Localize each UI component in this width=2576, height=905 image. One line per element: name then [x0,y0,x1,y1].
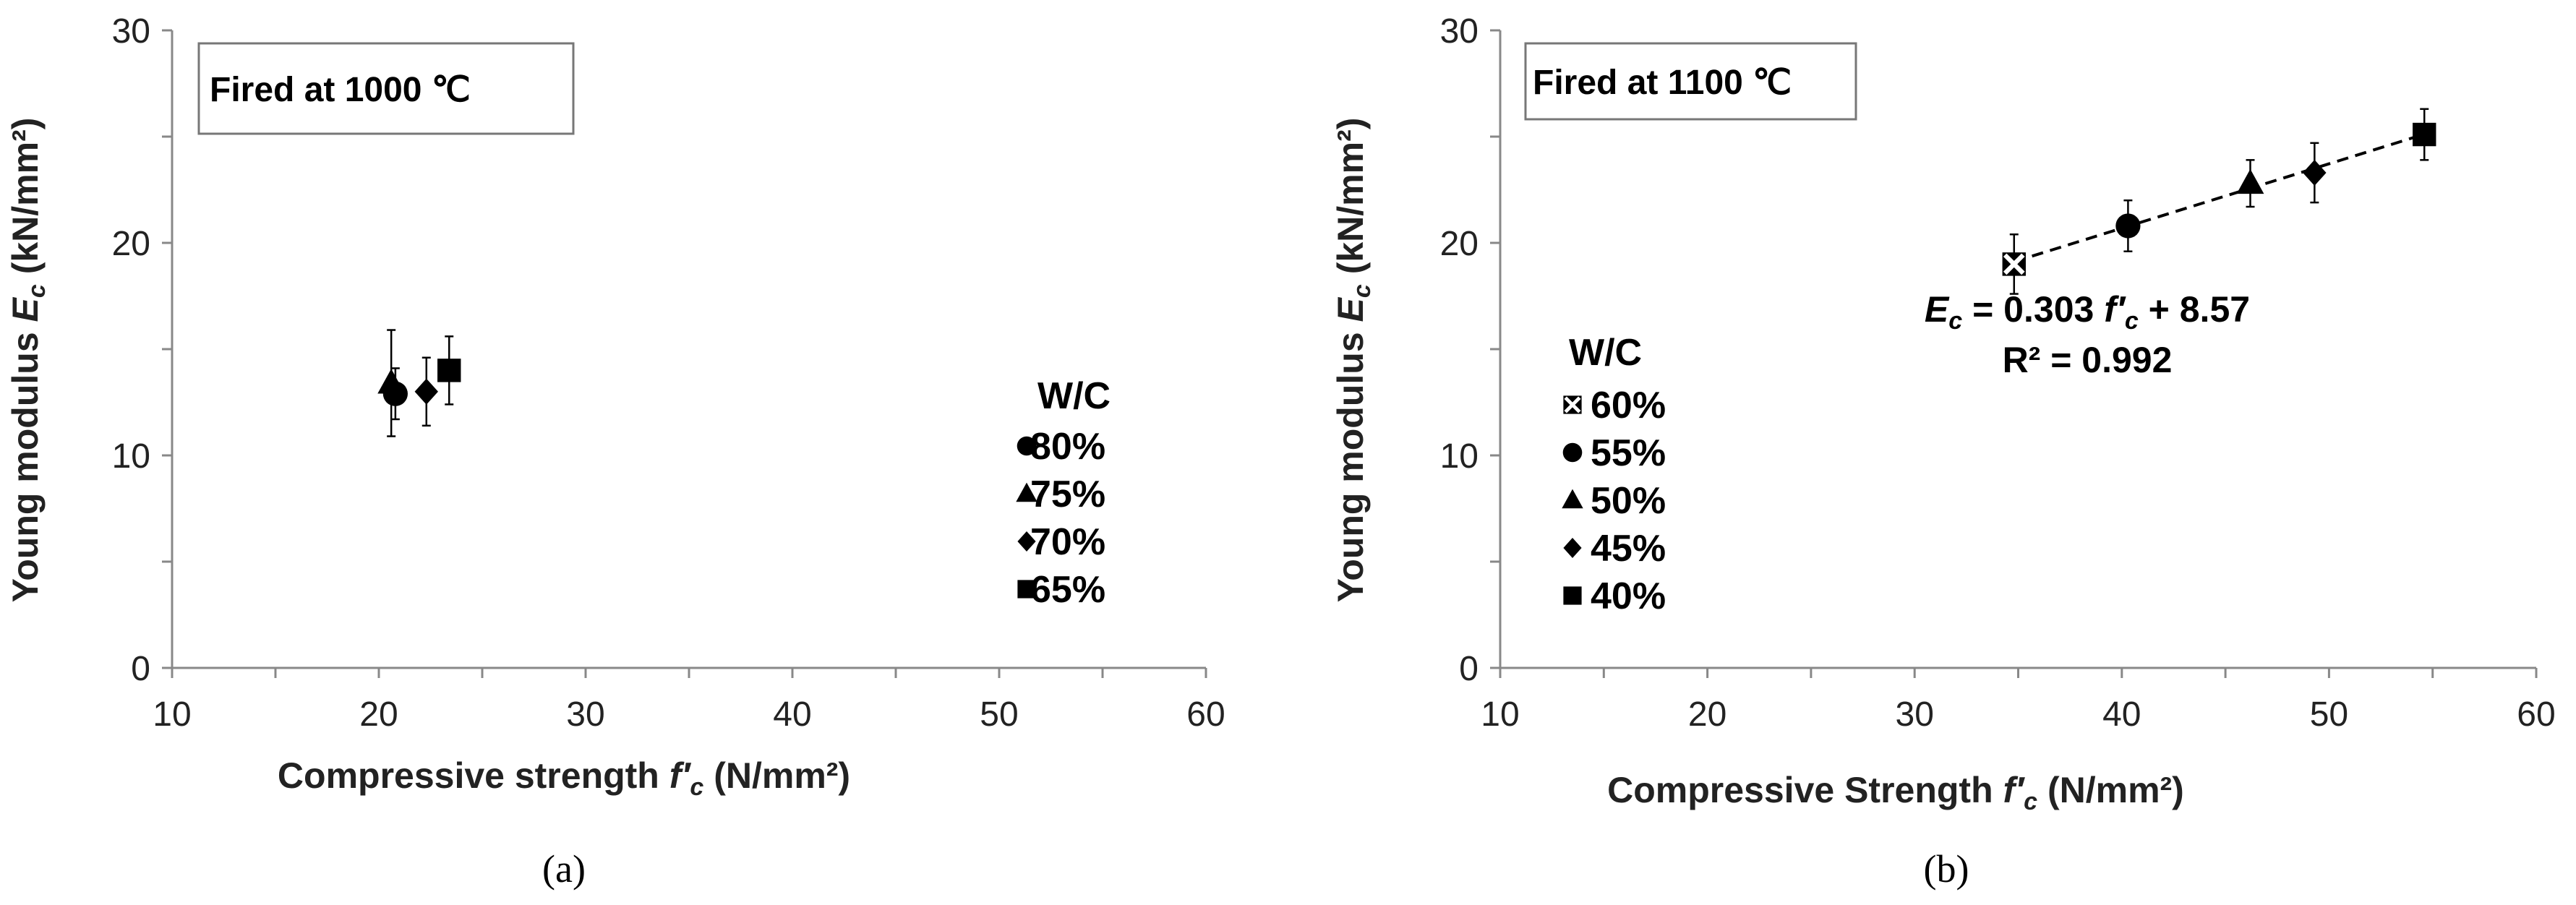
panel-a-x-tick-label: 20 [359,695,398,734]
panel-a-marks [377,329,461,437]
panel-a-x-tick-label: 50 [980,695,1018,734]
panel-a-x-tick-label: 40 [773,695,811,734]
panel-a-y-tick-label: 10 [112,437,150,476]
panel-b-x-tick-label: 30 [1896,695,1934,734]
panel-a-point-70pct [414,356,438,427]
panel-b-condition-label: Fired at 1100 ℃ [1533,64,1792,102]
panel-b-trendline [2014,132,2425,263]
square-marker [2413,122,2436,147]
panel-b-point-40pct [2413,108,2436,161]
panel-a-legend-label: 80% [1030,426,1105,468]
panel-a-y-tick-label: 20 [112,225,150,263]
panel-b-legend-label: 50% [1591,480,1666,522]
square-marker [437,359,461,382]
panel-b-legend-label: 45% [1591,528,1666,570]
legend-diamond-icon [1563,538,1582,558]
panel-b-trendline [2014,132,2425,263]
panel-b-x-tick-label: 20 [1688,695,1726,734]
panel-b-x-axis-label: Compressive Strength f′c (N/mm²) [1607,770,2184,815]
panel-b-legend-label: 40% [1591,575,1666,617]
panel-a-x-tick-label: 60 [1186,695,1225,734]
panel-a-point-65pct [437,335,461,406]
panel-b-x-tick-label: 50 [2310,695,2348,734]
diamond-marker [2303,159,2327,186]
triangle-marker [377,369,406,394]
panel-b-legend-label: 60% [1591,385,1666,426]
panel-b-marks [2002,108,2436,295]
panel-a-point-80pct [382,367,408,421]
panel-a-x-tick-label: 10 [153,695,191,734]
panel-b-y-tick-label: 30 [1440,12,1479,51]
panel-b-legend-title: W/C [1569,332,1642,374]
panel-b-point-60pct [2002,233,2026,295]
panel-b-point-55pct [2115,199,2141,253]
panel-a-condition-box [197,42,575,135]
legend-circle-icon [1562,442,1583,463]
panel-a-x-tick-label: 30 [566,695,604,734]
panel-b-equation: Ec = 0.303 f′c + 8.57 [1925,289,2250,335]
crossed-square-marker [2002,252,2026,276]
panel-b-legend-label: 55% [1591,432,1666,474]
panel-b-x-tick-label: 60 [2517,695,2555,734]
panel-b-point-45pct [2303,142,2327,204]
panel-b-r-squared: R² = 0.992 [2003,340,2173,380]
panel-b-y-axis-label: Young modulus Ec (kN/mm²) [1330,118,1376,603]
legend-triangle-icon [1016,482,1037,502]
panel-a-x-axis-label: Compressive strength f′c (N/mm²) [278,755,850,801]
triangle-marker [2236,168,2264,194]
panel-a-y-tick-label: 30 [112,12,150,51]
panel-b-y-tick-label: 20 [1440,225,1479,263]
legend-diamond-icon [1017,531,1036,552]
panel-a-legend: W/C 80% 75% 70% 65% [1016,375,1111,611]
panel-b-condition-box [1524,42,1857,121]
panel-b-caption: (b) [1924,847,1969,891]
panel-b-x-tick-label: 10 [1481,695,1519,734]
panel-b-legend: W/C 60% 55% 50% 45% 40% [1562,332,1666,617]
panel-a-condition-label: Fired at 1000 ℃ [210,71,471,109]
diamond-marker [414,378,438,405]
legend-circle-icon [1017,436,1037,456]
panel-a-point-75pct [377,329,406,437]
panel-a-legend-label: 70% [1030,521,1105,563]
panel-b-point-50pct [2236,159,2264,208]
circle-marker [2115,213,2141,239]
panel-a-y-axis-label: Young modulus Ec (kN/mm²) [5,118,51,603]
panel-b-x-tick-label: 40 [2102,695,2141,734]
panel-a-caption: (a) [542,847,586,891]
legend-triangle-icon [1562,489,1583,509]
panel-a-legend-title: W/C [1037,375,1111,417]
legend-crossed-square-icon [1563,395,1582,414]
panel-a-legend-label: 75% [1030,473,1105,515]
panel-a-y-tick-label: 0 [131,650,150,688]
legend-square-icon [1017,580,1036,599]
panel-b-y-tick-label: 10 [1440,437,1479,476]
panel-a-legend-label: 65% [1030,569,1105,611]
panel-b-y-tick-label: 0 [1459,650,1479,688]
legend-square-icon [1563,586,1582,605]
